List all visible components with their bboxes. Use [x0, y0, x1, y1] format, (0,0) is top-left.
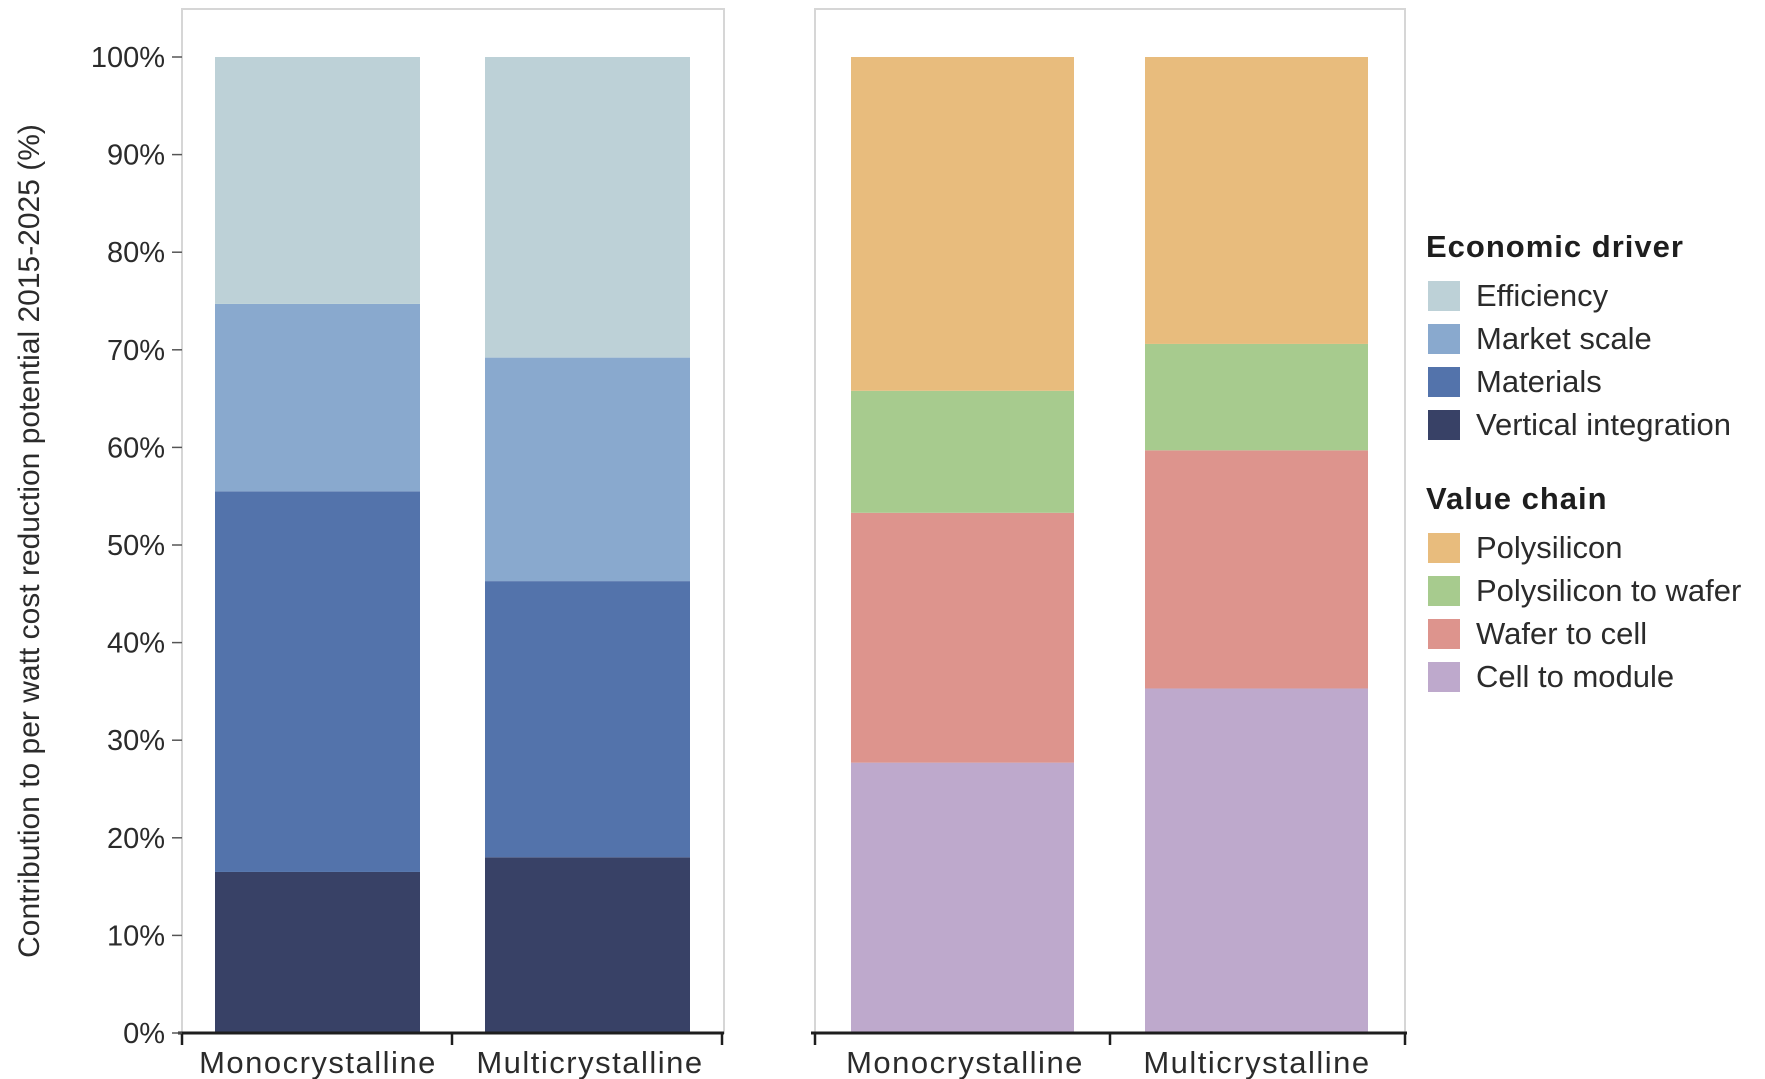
y-axis-label: Contribution to per watt cost reduction …	[13, 124, 46, 958]
legend-swatch-materials	[1428, 367, 1460, 397]
legend-title-value-chain: Value chain	[1426, 481, 1608, 516]
category-label-multicrystalline: Multicrystalline	[1143, 1045, 1370, 1079]
legend-swatch-polysilicon-to-wafer	[1428, 576, 1460, 606]
bar-segment-efficiency-monocrystalline	[215, 57, 420, 304]
bar-segment-market-scale-monocrystalline	[215, 303, 420, 492]
bar-segment-polysilicon-to-wafer-multicrystalline	[1145, 343, 1368, 451]
bar-segment-polysilicon-monocrystalline	[851, 57, 1074, 391]
legend-swatch-polysilicon	[1428, 533, 1460, 563]
bar-segment-materials-multicrystalline	[485, 581, 690, 858]
legend-label-polysilicon-to-wafer: Polysilicon to wafer	[1476, 573, 1741, 608]
legend-label-materials: Materials	[1476, 364, 1602, 399]
legend-swatch-efficiency	[1428, 281, 1460, 311]
bar-segment-materials-monocrystalline	[215, 491, 420, 872]
bar-segment-polysilicon-multicrystalline	[1145, 57, 1368, 344]
y-tick-label: 10%	[107, 920, 165, 952]
y-tick-label: 30%	[107, 725, 165, 757]
category-label-multicrystalline: Multicrystalline	[476, 1045, 703, 1079]
y-tick-label: 80%	[107, 237, 165, 269]
legend-label-polysilicon: Polysilicon	[1476, 530, 1622, 565]
bar-segment-cell-to-module-monocrystalline	[851, 762, 1074, 1033]
legend-swatch-market-scale	[1428, 324, 1460, 354]
category-label-monocrystalline: Monocrystalline	[199, 1045, 437, 1079]
bar-segment-polysilicon-to-wafer-monocrystalline	[851, 390, 1074, 513]
legend-swatch-wafer-to-cell	[1428, 619, 1460, 649]
y-tick-label: 50%	[107, 530, 165, 562]
y-tick-label: 0%	[123, 1018, 165, 1050]
bar-segment-wafer-to-cell-multicrystalline	[1145, 450, 1368, 689]
legend-swatch-vertical-integration	[1428, 410, 1460, 440]
bar-segment-vertical-integration-multicrystalline	[485, 857, 690, 1033]
legend-swatch-cell-to-module	[1428, 662, 1460, 692]
bar-segment-cell-to-module-multicrystalline	[1145, 688, 1368, 1033]
bar-segment-vertical-integration-monocrystalline	[215, 871, 420, 1033]
legend-label-vertical-integration: Vertical integration	[1476, 407, 1731, 442]
y-tick-label: 60%	[107, 432, 165, 464]
legend-label-wafer-to-cell: Wafer to cell	[1476, 616, 1647, 651]
legend-label-market-scale: Market scale	[1476, 321, 1652, 356]
economic-driver-panel: Monocrystalline Multicrystalline	[178, 8, 725, 1079]
bar-segment-wafer-to-cell-monocrystalline	[851, 512, 1074, 763]
legend-label-efficiency: Efficiency	[1476, 278, 1609, 313]
y-tick-label: 70%	[107, 335, 165, 367]
category-label-monocrystalline: Monocrystalline	[846, 1045, 1084, 1079]
y-axis: 0% 10% 20% 30% 40% 50% 60% 70% 80% 90% 100%	[91, 42, 182, 1050]
legend: Economic driver Efficiency Market scale Mat…	[1426, 229, 1741, 694]
bar-segment-market-scale-multicrystalline	[485, 357, 690, 582]
y-tick-label: 20%	[107, 823, 165, 855]
y-tick-label: 100%	[91, 42, 165, 74]
bar-segment-efficiency-multicrystalline	[485, 57, 690, 358]
value-chain-panel: Monocrystalline Multicrystalline	[811, 8, 1407, 1079]
legend-label-cell-to-module: Cell to module	[1476, 659, 1674, 694]
legend-title-economic-driver: Economic driver	[1426, 229, 1684, 264]
y-tick-label: 40%	[107, 628, 165, 660]
y-tick-label: 90%	[107, 140, 165, 172]
